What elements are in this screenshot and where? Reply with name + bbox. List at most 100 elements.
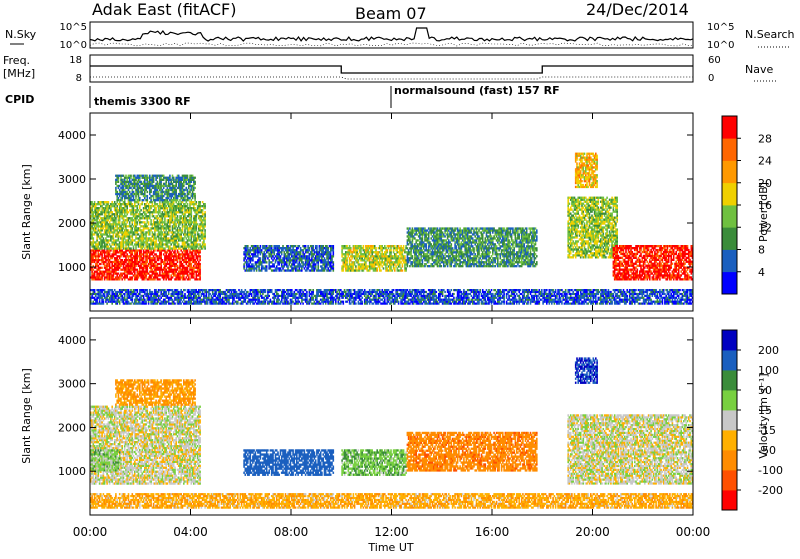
power-cell <box>159 278 161 280</box>
power-cell <box>147 225 149 227</box>
power-cell <box>162 217 164 219</box>
power-cell <box>370 257 372 259</box>
power-cell <box>385 265 387 267</box>
power-cell <box>129 221 131 223</box>
power-cell <box>140 251 142 253</box>
power-cell <box>137 223 139 225</box>
power-cell <box>105 213 107 215</box>
power-cell <box>144 247 146 249</box>
power-cell <box>422 239 424 241</box>
power-cell <box>402 263 404 265</box>
noise-right-tick-top: 10^5 <box>707 22 734 33</box>
noise-right-tick-bottom: 10^0 <box>707 40 734 51</box>
power-cell <box>99 209 101 211</box>
power-cell <box>175 201 177 203</box>
power-cell <box>243 265 245 267</box>
power-cell <box>260 245 262 247</box>
power-cell <box>150 249 152 251</box>
power-cell <box>403 247 405 249</box>
power-cell <box>404 265 406 267</box>
power-cell <box>119 223 121 225</box>
power-cell <box>174 187 176 189</box>
power-cell <box>147 175 149 177</box>
power-cell <box>118 273 120 275</box>
power-cell <box>193 273 195 275</box>
power-cell <box>296 261 298 263</box>
power-cell <box>394 269 396 271</box>
power-cell <box>333 261 335 263</box>
power-cell <box>174 273 176 275</box>
power-cell <box>343 267 345 269</box>
power-cell <box>260 247 262 249</box>
power-cell <box>121 278 123 280</box>
power-cell <box>433 265 435 267</box>
power-cell <box>198 233 200 235</box>
power-cell <box>168 233 170 235</box>
power-cell <box>182 195 184 197</box>
power-cell <box>252 259 254 261</box>
power-cell <box>381 245 383 247</box>
power-cell <box>150 219 152 221</box>
power-cell <box>365 261 367 263</box>
power-cell <box>267 251 269 253</box>
power-cell <box>150 199 152 201</box>
power-cell <box>105 261 107 263</box>
power-cell <box>118 181 120 183</box>
power-cell <box>346 245 348 247</box>
power-cell <box>187 205 189 207</box>
power-cell <box>330 263 332 265</box>
power-cell <box>194 259 196 261</box>
power-cell <box>124 207 126 209</box>
power-cell <box>204 221 206 223</box>
power-cell <box>96 271 98 273</box>
power-cell <box>393 249 395 251</box>
power-cell <box>404 257 406 259</box>
power-cell <box>175 183 177 185</box>
power-cell <box>128 219 130 221</box>
power-cell <box>420 247 422 249</box>
power-cell <box>191 215 193 217</box>
power-cell <box>123 245 125 247</box>
power-cell <box>333 245 335 247</box>
power-cell <box>256 263 258 265</box>
power-cell <box>204 219 206 221</box>
power-cell <box>170 197 172 199</box>
power-cell <box>199 273 201 275</box>
power-cell <box>182 223 184 225</box>
power-cell <box>366 267 368 269</box>
power-cell <box>330 253 332 255</box>
power-cell <box>433 229 435 231</box>
power-cell <box>405 269 407 271</box>
power-cell <box>111 201 113 203</box>
power-cell <box>172 249 174 251</box>
power-cell <box>204 207 206 209</box>
power-cell <box>188 193 190 195</box>
power-cell <box>159 223 161 225</box>
power-cell <box>399 263 401 265</box>
power-cell <box>148 273 150 275</box>
power-cell <box>305 245 307 247</box>
power-cell <box>149 175 151 177</box>
power-cell <box>139 227 141 229</box>
power-cell <box>158 217 160 219</box>
power-cell <box>184 193 186 195</box>
power-cell <box>428 247 430 249</box>
power-cell <box>113 233 115 235</box>
power-cell <box>188 274 190 276</box>
power-cell <box>402 265 404 267</box>
power-cell <box>354 263 356 265</box>
power-cell <box>194 235 196 237</box>
power-cell <box>175 189 177 191</box>
freq-tick-bottom: 8 <box>76 73 82 84</box>
power-cell <box>96 263 98 265</box>
power-cell <box>265 259 267 261</box>
power-cell <box>300 251 302 253</box>
power-cell <box>116 201 118 203</box>
power-cell <box>188 253 190 255</box>
power-cell <box>193 179 195 181</box>
power-cell <box>349 261 351 263</box>
power-cell <box>145 207 147 209</box>
power-cell <box>139 197 141 199</box>
power-cell <box>178 201 180 203</box>
power-cell <box>115 183 117 185</box>
